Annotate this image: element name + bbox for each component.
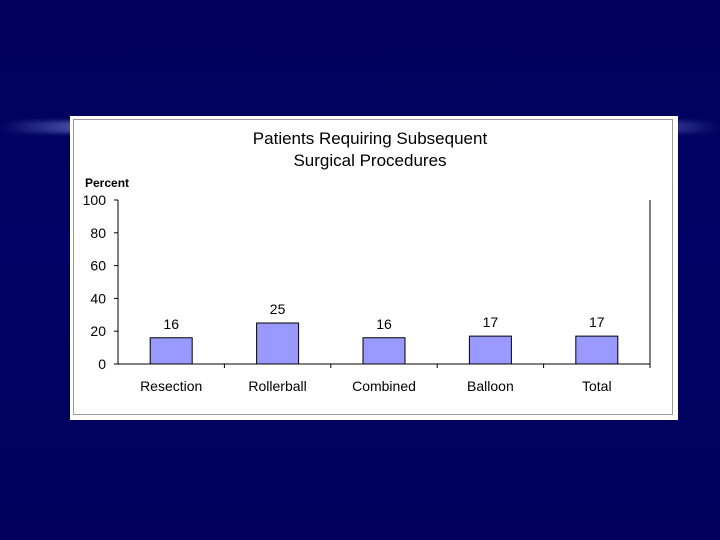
data-label: 25 bbox=[270, 301, 286, 317]
bar-combined bbox=[362, 337, 406, 365]
bar-resection bbox=[149, 337, 193, 365]
bar-chart: Patients Requiring Subsequent Surgical P… bbox=[83, 129, 651, 394]
y-tick-label: 40 bbox=[90, 290, 106, 306]
y-tick-label: 20 bbox=[90, 323, 106, 339]
data-label: 16 bbox=[376, 316, 392, 332]
y-tick-label: 100 bbox=[83, 192, 107, 208]
chart-border bbox=[73, 119, 673, 415]
data-label: 17 bbox=[483, 314, 499, 330]
x-tick-label: Rollerball bbox=[248, 378, 306, 394]
data-label: 17 bbox=[589, 314, 605, 330]
y-tick-label: 80 bbox=[90, 225, 106, 241]
data-label: 16 bbox=[163, 316, 179, 332]
x-tick-label: Balloon bbox=[467, 378, 514, 394]
bar-balloon bbox=[468, 335, 512, 365]
x-tick-label: Combined bbox=[352, 378, 416, 394]
plot-area: 0 20 40 60 80 100 16 Resection 25 Rollerball 16 Com… bbox=[83, 192, 651, 394]
chart-title-line-2: Surgical Procedures bbox=[293, 151, 446, 170]
chart-title-line-1: Patients Requiring Subsequent bbox=[253, 129, 488, 148]
y-tick-label: 0 bbox=[98, 356, 106, 372]
bar-rollerball bbox=[256, 322, 300, 365]
bar-total bbox=[575, 335, 619, 365]
y-tick-label: 60 bbox=[90, 258, 106, 274]
chart-panel: Patients Requiring Subsequent Surgical P… bbox=[70, 116, 678, 420]
x-tick-label: Resection bbox=[140, 378, 202, 394]
x-tick-label: Total bbox=[582, 378, 612, 394]
y-axis-label: Percent bbox=[85, 176, 129, 190]
